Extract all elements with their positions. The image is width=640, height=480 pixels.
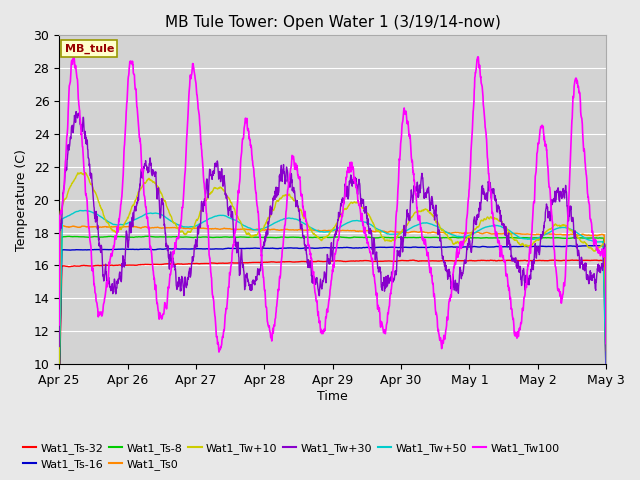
Text: MB_tule: MB_tule <box>65 44 114 54</box>
X-axis label: Time: Time <box>317 390 348 403</box>
Y-axis label: Temperature (C): Temperature (C) <box>15 149 28 251</box>
Title: MB Tule Tower: Open Water 1 (3/19/14-now): MB Tule Tower: Open Water 1 (3/19/14-now… <box>164 15 500 30</box>
Legend: Wat1_Ts-32, Wat1_Ts-16, Wat1_Ts-8, Wat1_Ts0, Wat1_Tw+10, Wat1_Tw+30, Wat1_Tw+50,: Wat1_Ts-32, Wat1_Ts-16, Wat1_Ts-8, Wat1_… <box>19 438 564 474</box>
